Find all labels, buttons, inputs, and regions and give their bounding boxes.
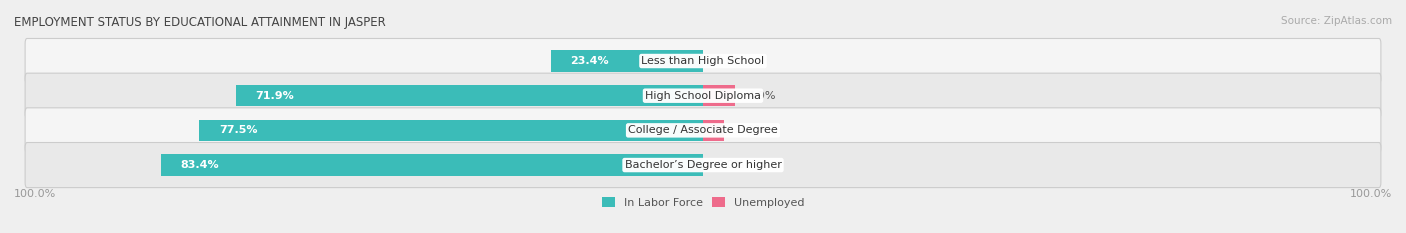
Legend: In Labor Force, Unemployed: In Labor Force, Unemployed — [598, 193, 808, 212]
Text: 77.5%: 77.5% — [219, 125, 257, 135]
Bar — [703, 120, 724, 141]
Bar — [551, 50, 703, 72]
Bar — [200, 120, 703, 141]
Bar — [236, 85, 703, 106]
Bar — [703, 85, 735, 106]
Text: 23.4%: 23.4% — [571, 56, 609, 66]
FancyBboxPatch shape — [25, 73, 1381, 118]
Text: 0.0%: 0.0% — [716, 56, 744, 66]
FancyBboxPatch shape — [25, 38, 1381, 84]
Text: Bachelor’s Degree or higher: Bachelor’s Degree or higher — [624, 160, 782, 170]
FancyBboxPatch shape — [25, 108, 1381, 153]
Text: 3.2%: 3.2% — [737, 125, 765, 135]
Text: 4.9%: 4.9% — [748, 91, 776, 101]
Text: Less than High School: Less than High School — [641, 56, 765, 66]
Text: EMPLOYMENT STATUS BY EDUCATIONAL ATTAINMENT IN JASPER: EMPLOYMENT STATUS BY EDUCATIONAL ATTAINM… — [14, 16, 385, 29]
Text: 0.0%: 0.0% — [716, 160, 744, 170]
FancyBboxPatch shape — [25, 143, 1381, 188]
Text: 83.4%: 83.4% — [180, 160, 219, 170]
Text: 100.0%: 100.0% — [14, 189, 56, 199]
Bar — [160, 154, 703, 176]
Text: College / Associate Degree: College / Associate Degree — [628, 125, 778, 135]
Text: Source: ZipAtlas.com: Source: ZipAtlas.com — [1281, 16, 1392, 26]
Text: High School Diploma: High School Diploma — [645, 91, 761, 101]
Text: 100.0%: 100.0% — [1350, 189, 1392, 199]
Text: 71.9%: 71.9% — [256, 91, 294, 101]
